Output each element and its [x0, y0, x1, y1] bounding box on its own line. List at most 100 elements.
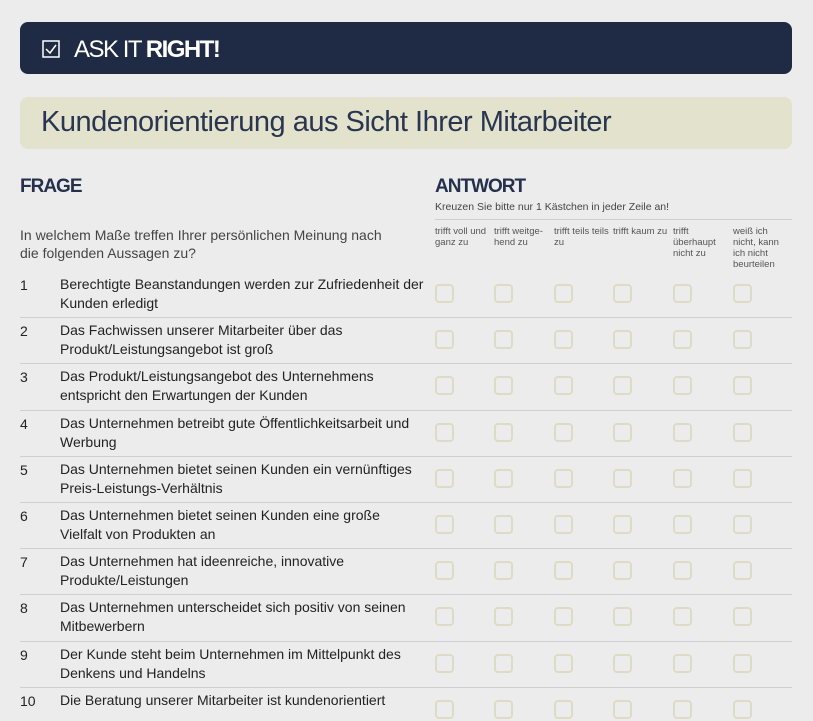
- checkbox[interactable]: [554, 422, 573, 442]
- checkbox[interactable]: [733, 468, 752, 488]
- row-separator: [20, 686, 792, 688]
- row-separator: [20, 594, 792, 596]
- checkbox[interactable]: [554, 561, 573, 581]
- checkbox[interactable]: [613, 284, 632, 303]
- option-label: trifft weitge-hend zu: [494, 226, 543, 248]
- checkbox[interactable]: [613, 653, 632, 673]
- checkbox[interactable]: [673, 653, 692, 673]
- checkbox[interactable]: [435, 330, 454, 350]
- title: Kundenorientierung aus Sicht Ihrer Mitar…: [41, 106, 612, 138]
- question-text: Der Kunde steht beim Unternehmen im Mitt…: [60, 645, 401, 681]
- answer-heading: ANTWORT: [435, 176, 526, 197]
- checkbox[interactable]: [613, 376, 632, 396]
- checkbox[interactable]: [494, 330, 513, 350]
- checkbox[interactable]: [673, 376, 692, 396]
- row-number: 5: [20, 461, 28, 478]
- checkbox[interactable]: [435, 376, 454, 396]
- row-number: 4: [20, 415, 28, 432]
- checkbox[interactable]: [673, 561, 692, 581]
- checkbox[interactable]: [733, 607, 752, 627]
- checkbox[interactable]: [613, 330, 632, 350]
- checkbox[interactable]: [554, 284, 573, 303]
- checkbox[interactable]: [733, 515, 752, 534]
- checkbox[interactable]: [733, 376, 752, 396]
- checkbox[interactable]: [435, 699, 454, 719]
- brand-bar: [20, 22, 792, 74]
- checkbox[interactable]: [435, 422, 454, 442]
- row-number: 8: [20, 600, 28, 617]
- checkbox[interactable]: [733, 653, 752, 673]
- row-separator: [20, 317, 792, 319]
- checkbox[interactable]: [494, 515, 513, 534]
- checkbox[interactable]: [435, 653, 454, 673]
- check-icon: [42, 40, 60, 58]
- checkbox[interactable]: [613, 699, 632, 719]
- checkbox[interactable]: [613, 607, 632, 627]
- option-label: weiß ich nicht, kann ich nicht beurteile…: [733, 226, 779, 270]
- divider: [435, 219, 792, 220]
- row-separator: [20, 409, 792, 411]
- checkbox[interactable]: [494, 422, 513, 442]
- checkbox[interactable]: [733, 330, 752, 350]
- checkbox[interactable]: [494, 468, 513, 488]
- checkbox[interactable]: [554, 376, 573, 396]
- row-separator: [20, 548, 792, 550]
- checkbox[interactable]: [733, 284, 752, 303]
- question-text: Das Unternehmen betreibt gute Öffentlich…: [60, 414, 410, 450]
- question-text: Das Produkt/Leistungsangebot des Unterne…: [60, 368, 374, 404]
- brand-prefix: ASK IT: [74, 36, 142, 63]
- checkbox[interactable]: [673, 699, 692, 719]
- option-label: trifft voll und ganz zu: [435, 226, 487, 248]
- checkbox[interactable]: [554, 699, 573, 719]
- brand: ASK IT RIGHT!: [74, 36, 221, 64]
- checkbox[interactable]: [435, 515, 454, 534]
- row-separator: [20, 640, 792, 642]
- checkbox[interactable]: [673, 422, 692, 442]
- checkbox[interactable]: [613, 515, 632, 534]
- checkbox[interactable]: [673, 330, 692, 350]
- checkbox[interactable]: [494, 284, 513, 303]
- checkbox[interactable]: [554, 607, 573, 627]
- checkbox[interactable]: [554, 653, 573, 673]
- row-number: 7: [20, 554, 28, 571]
- checkbox[interactable]: [435, 468, 454, 488]
- checkbox[interactable]: [494, 699, 513, 719]
- checkbox[interactable]: [613, 422, 632, 442]
- checkbox[interactable]: [733, 422, 752, 442]
- checkbox[interactable]: [673, 515, 692, 534]
- brand-emphasis: RIGHT!: [145, 36, 221, 63]
- checkbox[interactable]: [733, 561, 752, 581]
- row-number: 9: [20, 646, 28, 663]
- row-number: 1: [20, 277, 28, 293]
- checkbox[interactable]: [554, 468, 573, 488]
- title-box: [20, 97, 792, 149]
- question-text: Das Fachwissen unserer Mitarbeiter über …: [60, 322, 343, 358]
- checkbox[interactable]: [673, 468, 692, 488]
- checkbox[interactable]: [494, 653, 513, 673]
- option-label: trifft teils teils zu: [554, 226, 609, 248]
- answer-instruction: Kreuzen Sie bitte nur 1 Kästchen in jede…: [435, 201, 670, 213]
- checkbox[interactable]: [554, 515, 573, 534]
- checkbox[interactable]: [733, 699, 752, 719]
- question-text: Das Unternehmen hat ideenreiche, innovat…: [60, 553, 345, 589]
- checkbox[interactable]: [673, 284, 692, 303]
- question-heading: FRAGE: [20, 176, 82, 197]
- question-text: Berechtigte Beanstandungen werden zur Zu…: [60, 276, 424, 311]
- checkbox[interactable]: [613, 561, 632, 581]
- question-text: Die Beratung unserer Mitarbeiter ist kun…: [60, 691, 386, 708]
- option-label: trifft kaum zu: [613, 226, 668, 237]
- row-number: 10: [20, 692, 36, 709]
- checkbox[interactable]: [435, 607, 454, 627]
- checkbox[interactable]: [494, 607, 513, 627]
- checkbox[interactable]: [494, 376, 513, 396]
- checkbox[interactable]: [435, 284, 454, 303]
- row-number: 6: [20, 508, 28, 524]
- checkbox[interactable]: [554, 330, 573, 350]
- checkbox[interactable]: [673, 607, 692, 627]
- row-separator: [20, 363, 792, 365]
- checkbox[interactable]: [494, 561, 513, 581]
- checkbox[interactable]: [435, 561, 454, 581]
- checkbox[interactable]: [613, 468, 632, 488]
- option-label: trifft überhaupt nicht zu: [673, 226, 716, 259]
